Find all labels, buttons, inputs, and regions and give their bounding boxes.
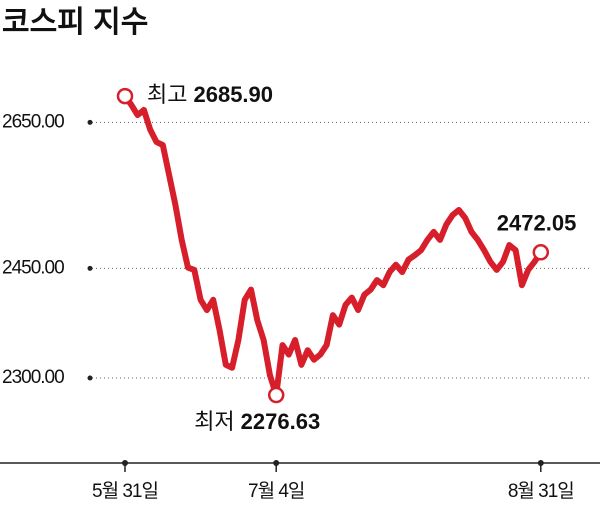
chart-title: 코스피 지수 bbox=[2, 6, 148, 39]
annotation: 최저 bbox=[194, 409, 234, 434]
line bbox=[122, 93, 544, 399]
y-tick-dot bbox=[87, 119, 93, 125]
value-label: 최저 2276.63 bbox=[194, 409, 320, 434]
value-label: 2472.05 bbox=[497, 210, 577, 235]
y-tick-dot bbox=[87, 265, 93, 271]
annotation: 최고 bbox=[147, 82, 187, 107]
value-label: 최고 2685.90 bbox=[147, 82, 273, 107]
marker bbox=[532, 244, 550, 261]
x-tick-label: 7월 4일 bbox=[248, 480, 304, 502]
x-tick-label: 8월 31일 bbox=[508, 480, 574, 502]
value-label-number: 2276.63 bbox=[241, 409, 321, 434]
y-tick-label: 2300.00 bbox=[2, 367, 64, 388]
x-tick-label: 5월 31일 bbox=[92, 480, 158, 502]
value-label-number: 2685.90 bbox=[193, 82, 273, 107]
y-tick-dot bbox=[87, 375, 93, 381]
y-tick-label: 2450.00 bbox=[2, 257, 64, 278]
marker bbox=[267, 386, 285, 404]
y-tick-label: 2650.00 bbox=[2, 111, 64, 132]
value-label-number: 2472.05 bbox=[497, 210, 577, 235]
marker bbox=[116, 87, 134, 105]
